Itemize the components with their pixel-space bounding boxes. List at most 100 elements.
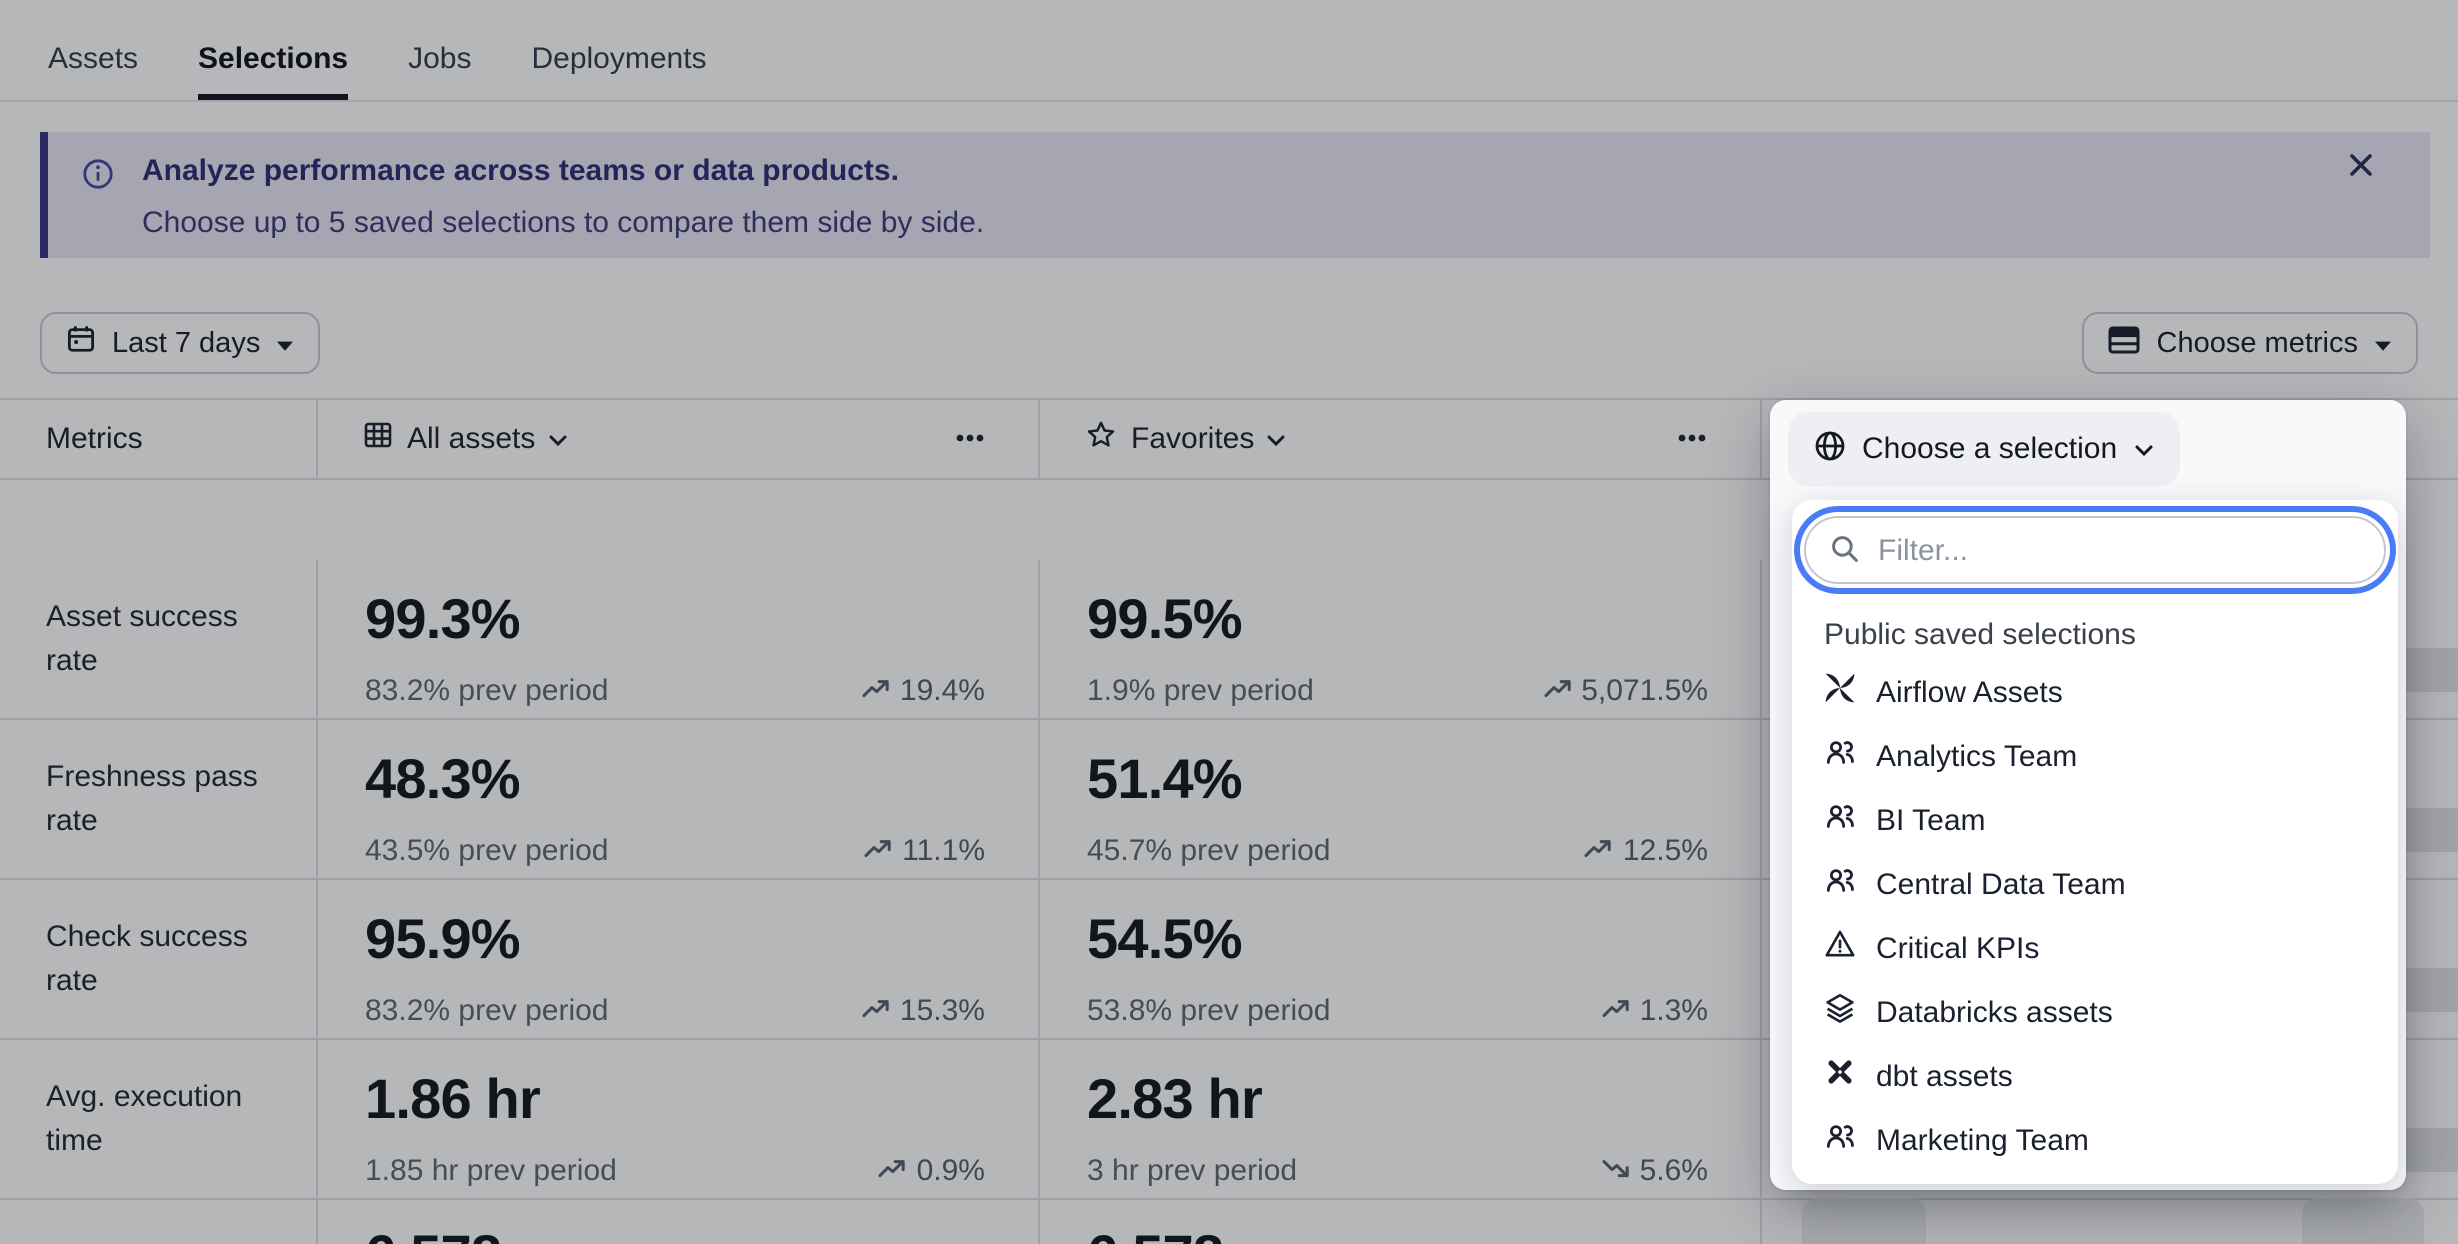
selection-menu: Public saved selections Airflow Assets xyxy=(1792,500,2398,1184)
trend-up-icon xyxy=(1543,674,1571,708)
metric-value: 95.9% xyxy=(365,908,521,970)
metric-value-cell: 2.83 hr 3 hr prev period 5.6% xyxy=(1039,1040,1762,1200)
metric-value: 99.5% xyxy=(1087,588,1243,650)
metric-value: 1.86 hr xyxy=(365,1068,541,1130)
trend-down-icon xyxy=(1602,1154,1630,1188)
airflow-icon xyxy=(1824,672,1856,712)
trend-up-icon xyxy=(879,1154,907,1188)
metric-value-cell: 51.4% 45.7% prev period 12.5% xyxy=(1039,720,1762,880)
trend-up-icon xyxy=(862,994,890,1028)
close-icon[interactable] xyxy=(2346,150,2378,182)
choose-metrics-label: Choose metrics xyxy=(2156,327,2358,359)
tab-deployments[interactable]: Deployments xyxy=(531,42,707,76)
choose-selection-popover: Choose a selection Public saved selectio… xyxy=(1770,400,2406,1190)
metric-label: Freshness pass rate xyxy=(0,720,317,880)
column-header-favorites: Favorites xyxy=(1039,400,1762,479)
metric-label: Avg. execution time xyxy=(0,1040,317,1200)
metric-value: 48.3% xyxy=(365,748,521,810)
layers-icon xyxy=(1824,992,1856,1032)
trend-value: 5.6% xyxy=(1639,1154,1708,1188)
selection-group-label: Public saved selections xyxy=(1824,618,2136,652)
prev-period-value: 53.8% prev period xyxy=(1087,994,1331,1028)
metric-value-cell: 54.5% 53.8% prev period 1.3% xyxy=(1039,880,1762,1040)
prev-period-value: 1.85 hr prev period xyxy=(365,1154,617,1188)
selection-item-label: Analytics Team xyxy=(1876,739,2078,773)
date-range-label: Last 7 days xyxy=(112,327,261,359)
selection-item[interactable]: BI Team xyxy=(1792,788,2398,852)
tab-jobs[interactable]: Jobs xyxy=(408,42,472,76)
column-menu-icon[interactable] xyxy=(953,435,985,443)
toolbar: Last 7 days Choose metrics xyxy=(0,312,2458,374)
people-icon xyxy=(1824,1120,1856,1160)
metric-value-cell: 6,578 xyxy=(1039,1200,1762,1244)
metric-value-cell: 1.86 hr 1.85 hr prev period 0.9% xyxy=(317,1040,1039,1200)
chevron-down-icon[interactable] xyxy=(1266,422,1286,456)
selection-item-label: Airflow Assets xyxy=(1876,675,2063,709)
caret-down-icon xyxy=(2374,327,2392,359)
people-icon xyxy=(1824,864,1856,904)
metric-value: 54.5% xyxy=(1087,908,1243,970)
column-selection-trigger[interactable]: Favorites xyxy=(1131,421,1255,456)
warning-icon xyxy=(1824,928,1856,968)
metric-value: 99.3% xyxy=(365,588,521,650)
trend-value: 0.9% xyxy=(916,1154,985,1188)
trend-value: 19.4% xyxy=(899,674,985,708)
star-icon xyxy=(1085,420,1115,458)
caret-down-icon xyxy=(276,327,294,359)
selection-item[interactable]: Central Data Team xyxy=(1792,852,2398,916)
tab-selections[interactable]: Selections xyxy=(198,0,349,100)
date-range-button[interactable]: Last 7 days xyxy=(40,312,321,374)
selection-list: Airflow Assets Analytics Team xyxy=(1792,660,2398,1172)
selection-item[interactable]: Analytics Team xyxy=(1792,724,2398,788)
metric-value-cell: 99.5% 1.9% prev period 5,071.5% xyxy=(1039,560,1762,720)
selection-item[interactable]: Marketing Team xyxy=(1792,1108,2398,1172)
metric-label: Check success rate xyxy=(0,880,317,1040)
metric-value-cell: 95.9% 83.2% prev period 15.3% xyxy=(317,880,1039,1040)
trend-value: 5,071.5% xyxy=(1581,674,1708,708)
trend-up-icon xyxy=(862,674,890,708)
chevron-down-icon[interactable] xyxy=(547,422,567,456)
metric-value: 6,578 xyxy=(365,1224,985,1244)
selection-item-label: Marketing Team xyxy=(1876,1123,2089,1157)
selection-item[interactable]: dbt assets xyxy=(1792,1044,2398,1108)
top-navigation: Assets Selections Jobs Deployments xyxy=(0,0,2458,102)
banner-message: Choose up to 5 saved selections to compa… xyxy=(142,206,985,240)
filter-input[interactable] xyxy=(1804,516,2386,584)
metric-value: 51.4% xyxy=(1087,748,1243,810)
selection-item[interactable]: Critical KPIs xyxy=(1792,916,2398,980)
selection-item-label: Central Data Team xyxy=(1876,867,2126,901)
trend-up-icon xyxy=(1602,994,1630,1028)
choose-metrics-button[interactable]: Choose metrics xyxy=(2082,312,2418,374)
globe-icon xyxy=(1814,429,1846,469)
selection-item-label: Critical KPIs xyxy=(1876,931,2040,965)
chevron-down-icon xyxy=(2133,432,2153,466)
metric-label: Asset success rate xyxy=(0,560,317,720)
obscured-button xyxy=(2302,1198,2424,1244)
prev-period-value: 45.7% prev period xyxy=(1087,834,1331,868)
metrics-column-header: Metrics xyxy=(0,400,317,479)
trend-value: 11.1% xyxy=(902,834,985,868)
trend-value: 12.5% xyxy=(1622,834,1708,868)
trend-up-icon xyxy=(864,834,892,868)
selection-item-label: BI Team xyxy=(1876,803,1986,837)
trend-up-icon xyxy=(1585,834,1613,868)
metric-value: 2.83 hr xyxy=(1087,1068,1263,1130)
prev-period-value: 43.5% prev period xyxy=(365,834,609,868)
people-icon xyxy=(1824,800,1856,840)
column-selection-trigger[interactable]: All assets xyxy=(407,421,536,456)
prev-period-value: 83.2% prev period xyxy=(365,674,609,708)
obscured-button xyxy=(1802,1198,1926,1244)
banner-title: Analyze performance across teams or data… xyxy=(142,154,899,188)
column-header-all-assets: All assets xyxy=(317,400,1039,479)
metric-value-cell: 6,578 xyxy=(317,1200,1039,1244)
selection-item[interactable]: Airflow Assets xyxy=(1792,660,2398,724)
tab-assets[interactable]: Assets xyxy=(48,42,139,76)
selection-item[interactable]: Databricks assets xyxy=(1792,980,2398,1044)
dbt-icon xyxy=(1824,1056,1856,1096)
column-menu-icon[interactable] xyxy=(1676,435,1708,443)
info-icon xyxy=(82,158,114,200)
choose-selection-trigger[interactable]: Choose a selection xyxy=(1788,412,2180,486)
table-icon xyxy=(2109,325,2141,361)
trend-value: 1.3% xyxy=(1639,994,1708,1028)
